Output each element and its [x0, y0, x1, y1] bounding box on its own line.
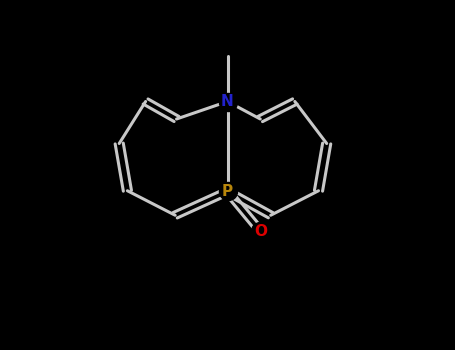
Text: N: N [221, 94, 234, 109]
Text: P: P [222, 184, 233, 199]
Text: O: O [254, 224, 267, 238]
